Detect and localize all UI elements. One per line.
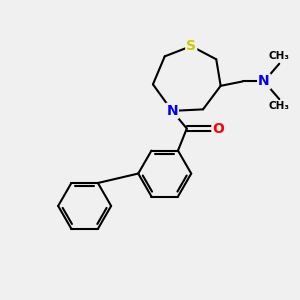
Text: S: S: [186, 39, 196, 53]
Text: N: N: [166, 104, 178, 118]
Text: CH₃: CH₃: [269, 101, 290, 111]
Text: CH₃: CH₃: [269, 51, 290, 62]
Text: N: N: [258, 74, 270, 88]
Text: O: O: [212, 122, 224, 136]
